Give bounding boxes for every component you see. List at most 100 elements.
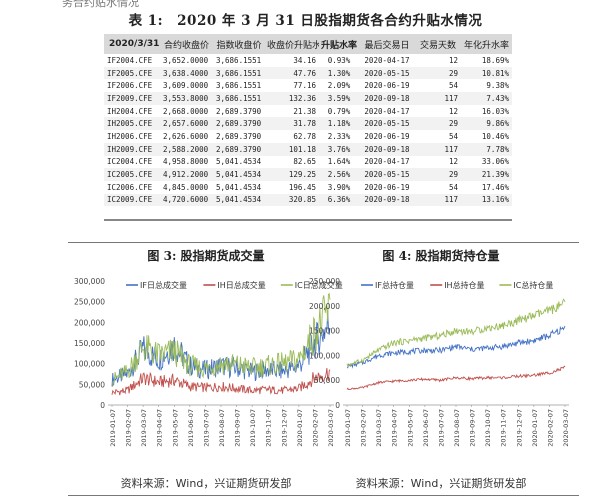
x-tick-label: 2019-02-07 <box>125 409 133 447</box>
table-cell: 2020-09-18 <box>364 144 410 154</box>
table-cell: 62.78 <box>293 131 316 141</box>
header-date: 2020/3/31 <box>109 39 160 49</box>
open-interest-chart-panel: 图 4: 股指期货持仓量 0 50,000 100,000 150,000 200,00… <box>303 242 579 496</box>
table-cell: IH2005.CFE <box>107 119 153 129</box>
table-cell: 3,638.4000 <box>163 68 209 78</box>
y-tick-label: 200,000 <box>74 318 105 327</box>
table-cell: 5,041.4534 <box>216 170 262 180</box>
table-cell: 5,041.4534 <box>216 182 262 192</box>
table-cell: 2.33% <box>327 131 351 141</box>
table-cell: IF2006.CFE <box>107 81 153 91</box>
table-cell: 3.59% <box>327 93 351 103</box>
table-cell: 117 <box>444 93 458 103</box>
x-tick-label: 2019-11-07 <box>500 409 508 447</box>
table-cell: IH2009.CFE <box>107 144 153 154</box>
table-cell: 54 <box>448 182 458 192</box>
table-cell: 3,609.0000 <box>163 81 209 91</box>
table-row: IH2005.CFE 2,657.6000 2,689.3790 31.78 1.18%… <box>104 117 512 131</box>
volume-chart-title: 图 3: 股指期货成交量 <box>147 249 265 263</box>
legend-label-1: IH日总成交量 <box>217 280 265 290</box>
table-cell: 2.56% <box>327 170 351 180</box>
table-cell: 2020-06-19 <box>364 182 410 192</box>
table-cell: 4,958.8000 <box>163 157 209 167</box>
table-cell: 82.65 <box>293 157 316 167</box>
table-cell: IC2006.CFE <box>107 182 153 192</box>
legend-label-1: IH总持仓量 <box>444 280 484 290</box>
x-tick-label: 2019-04-07 <box>156 409 164 447</box>
x-tick-label: 2019-07-07 <box>437 409 445 447</box>
header-index-close: 指数收盘价 <box>216 40 262 51</box>
x-tick-label: 2019-11-07 <box>265 409 273 447</box>
table-row: IF2009.CFE 3,553.8000 3,686.1551 132.36 3.59… <box>104 92 512 105</box>
table-cell: 2020-04-17 <box>364 55 410 65</box>
series-line-0 <box>346 325 566 369</box>
table-cell: 77.16 <box>293 81 316 91</box>
table-row: IF2004.CFE 3,652.0000 3,686.1551 34.16 0.93%… <box>104 54 512 67</box>
table-cell: 3.90% <box>327 182 351 192</box>
table-cell: 2,689.3790 <box>216 131 262 141</box>
header-trading-days: 交易天数 <box>419 40 456 51</box>
table-cell: 2020-04-17 <box>364 106 410 116</box>
y-tick-label: 300,000 <box>74 277 105 286</box>
table-cell: 1.18% <box>327 119 351 129</box>
table-row: IH2006.CFE 2,626.6000 2,689.3790 62.78 2.33%… <box>104 130 512 143</box>
series-line-2 <box>346 298 566 367</box>
table-cell: 5,041.4534 <box>216 195 262 205</box>
x-tick-label: 2019-08-07 <box>453 409 461 447</box>
table-cell: 33.06% <box>481 157 509 167</box>
table-cell: 117 <box>444 195 458 205</box>
x-tick-label: 2019-03-07 <box>375 409 383 447</box>
table-header-row: 2020/3/31 合约收盘价 指数收盘价 收盘价升贴水 升贴水率 最后交易日 … <box>104 34 512 54</box>
table-title-text: 2020 年 3 月 31 日股指期货各合约升贴水情况 <box>177 13 483 29</box>
table-cell: 9.38% <box>486 81 509 91</box>
x-tick-label: 2019-05-07 <box>406 409 414 447</box>
x-tick-label: 2020-02-07 <box>546 409 554 447</box>
table-cell: 3,652.0000 <box>163 55 209 65</box>
header-annualized: 年化升水率 <box>463 40 509 51</box>
table-cell: 29 <box>448 170 458 180</box>
table-cell: 4,720.6000 <box>163 195 209 205</box>
table-cell: 2.09% <box>327 81 351 91</box>
volume-chart: 0 50,000 100,000 150,000 200,000 250,000 300,0… <box>74 277 343 447</box>
table-cell: 2020-09-18 <box>364 195 410 205</box>
table-row: IH2009.CFE 2,588.2000 2,689.3790 101.18 3.76… <box>104 142 512 156</box>
series-line-2 <box>111 293 331 388</box>
y-tick-label: 250,000 <box>309 277 340 286</box>
x-tick-label: 2020-02-07 <box>311 409 319 447</box>
x-tick-label: 2020-03-07 <box>562 409 570 447</box>
table-cell: 7.78% <box>486 144 509 154</box>
table-cell: 3,686.1551 <box>216 68 262 78</box>
y-tick-label: 200,000 <box>309 302 340 311</box>
table-cell: 2,668.0000 <box>163 106 209 116</box>
x-tick-label: 2020-01-07 <box>531 409 539 447</box>
x-tick-label: 2019-09-07 <box>469 409 477 447</box>
table-cell: 0.93% <box>327 55 351 65</box>
table-cell: 2,626.6000 <box>163 131 209 141</box>
x-tick-label: 2019-01-07 <box>344 409 352 447</box>
open-interest-chart-title: 图 4: 股指期货持仓量 <box>382 249 500 263</box>
x-tick-label: 2019-04-07 <box>391 409 399 447</box>
table-cell: 12 <box>448 106 458 116</box>
table-cell: 13.16% <box>481 195 509 205</box>
table-cell: IC2009.CFE <box>107 195 153 205</box>
table-cell: 320.85 <box>288 195 316 205</box>
table-cell: 101.18 <box>288 144 316 154</box>
table-cell: 2,689.3790 <box>216 106 262 116</box>
table-cell: 12 <box>448 157 458 167</box>
table-cell: 9.86% <box>486 119 509 129</box>
table-cell: 4,845.0000 <box>163 182 209 192</box>
table-cell: 21.39% <box>481 170 509 180</box>
table-cell: 3.76% <box>327 144 351 154</box>
table-cell: 2020-06-19 <box>364 131 410 141</box>
table-cell: 1.30% <box>327 68 351 78</box>
table-cell: 117 <box>444 144 458 154</box>
table-cell: 21.38 <box>293 106 316 116</box>
table-row: IC2004.CFE 4,958.8000 5,041.4534 82.65 1.64%… <box>104 156 512 169</box>
x-tick-label: 2019-10-07 <box>484 409 492 447</box>
x-tick-label: 2019-06-07 <box>187 409 195 447</box>
table-cell: IF2004.CFE <box>107 55 153 65</box>
x-tick-label: 2019-12-07 <box>280 409 288 447</box>
table-cell: 2020-06-19 <box>364 81 410 91</box>
x-tick-label: 2019-01-07 <box>109 409 117 447</box>
volume-chart-source: 资料来源：Wind，兴证期货研发部 <box>120 477 292 490</box>
